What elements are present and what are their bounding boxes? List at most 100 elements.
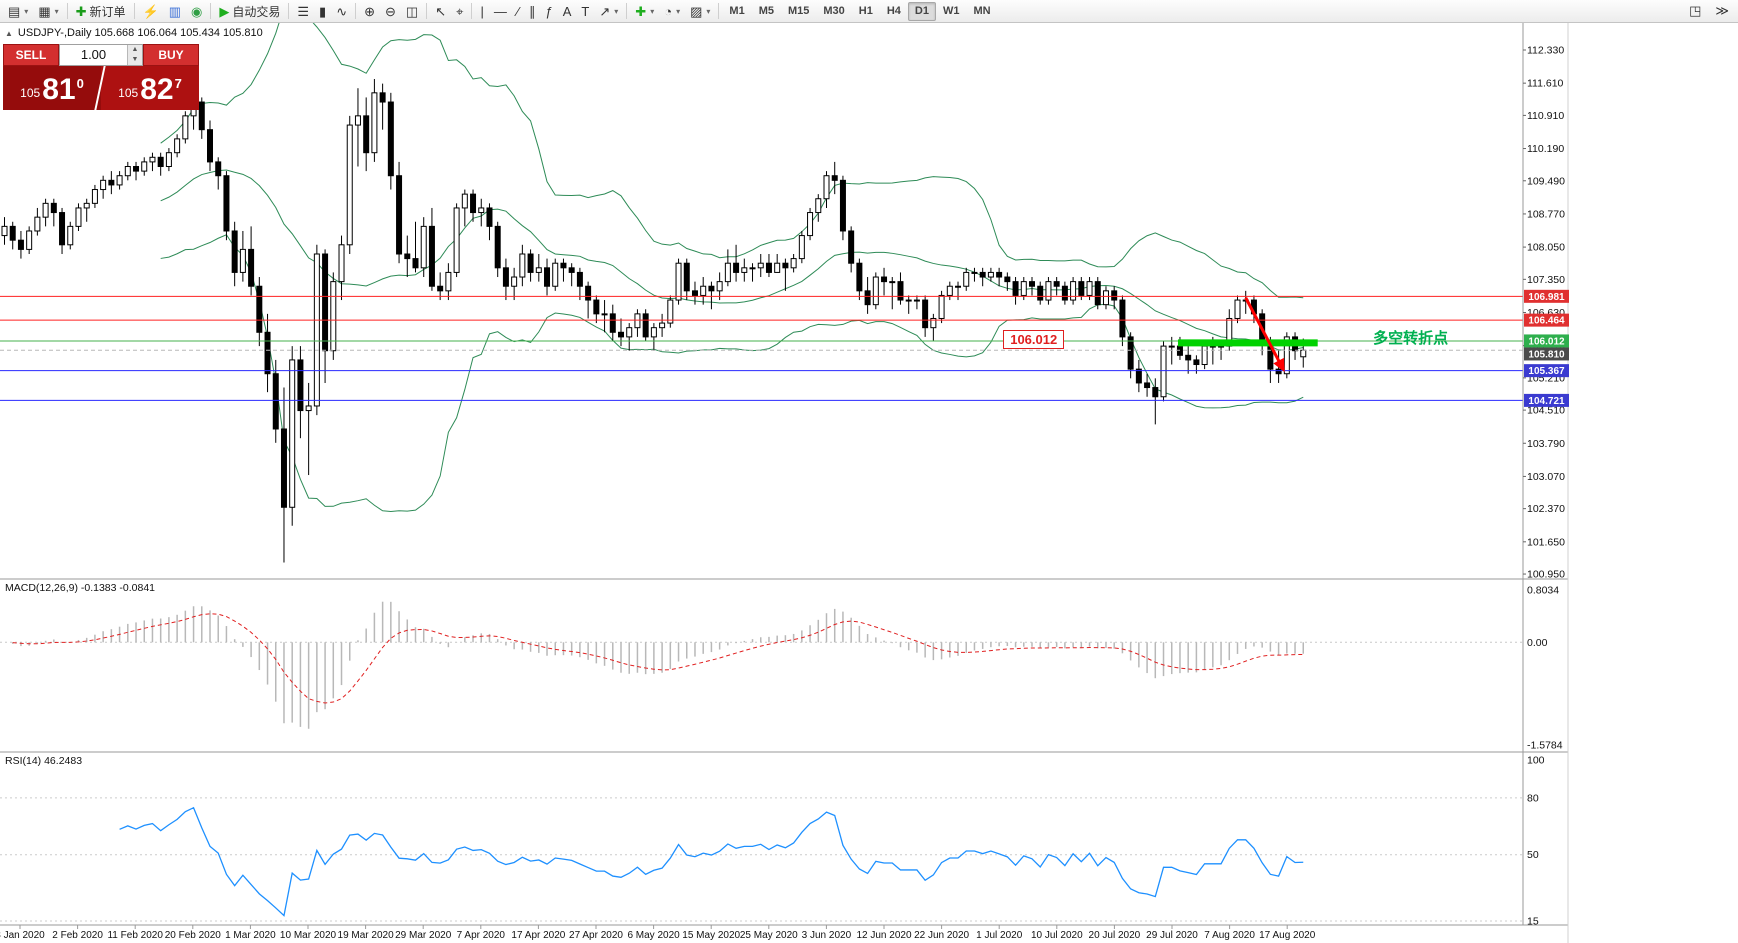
new-order-button[interactable]: ✚ 新订单 xyxy=(71,2,131,21)
autotrading-button[interactable]: ▶ 自动交易 xyxy=(214,2,285,21)
ask-price-prefix: 105 xyxy=(118,86,139,100)
candle-body xyxy=(691,290,698,296)
text-button[interactable]: A xyxy=(558,2,577,21)
text-label-button[interactable]: T xyxy=(576,2,594,21)
candle-body xyxy=(157,156,164,168)
main-price-panel[interactable] xyxy=(0,7,1523,563)
toolbar-separator xyxy=(355,3,357,19)
date-tick-label: 29 Jul 2020 xyxy=(1146,930,1198,941)
macd-axis-label: 0.8034 xyxy=(1527,585,1559,597)
date-tick-label: 15 May 2020 xyxy=(682,930,740,941)
bollinger-middle-band xyxy=(160,169,1304,351)
candle-body xyxy=(741,267,748,273)
toolbar-overflow-button[interactable]: ≫ xyxy=(1710,1,1734,20)
zoom-in-button[interactable]: ⊕ xyxy=(359,2,380,21)
candle-body xyxy=(1127,336,1134,370)
trend-arrow-head[interactable] xyxy=(1273,357,1285,373)
timeframe-m15-button[interactable]: M15 xyxy=(781,2,816,21)
volume-stepper-up[interactable]: ▲ xyxy=(128,45,142,55)
timeframe-m5-button[interactable]: M5 xyxy=(752,2,781,21)
equidistant-channel-button[interactable]: ∥ xyxy=(524,2,541,21)
new-chart-button[interactable]: ▤ ▾ xyxy=(3,2,33,21)
horizontal-line-button[interactable]: — xyxy=(489,2,512,21)
candle-body xyxy=(207,129,213,163)
candle-body xyxy=(1185,354,1192,361)
timeframe-d1-button[interactable]: D1 xyxy=(907,1,936,21)
zoom-out-button[interactable]: ⊖ xyxy=(380,2,401,21)
chart-profiles-caret[interactable]: ▾ xyxy=(54,6,59,16)
sell-button[interactable]: SELL xyxy=(3,44,59,66)
candle-body xyxy=(305,405,312,412)
fibonacci-retracement-button[interactable]: ƒ xyxy=(541,2,558,21)
date-tick-label: 3 Jan 2020 xyxy=(0,930,45,941)
timeframe-m30-button[interactable]: M30 xyxy=(816,2,851,21)
crosshair-button[interactable]: ⌖ xyxy=(451,2,468,21)
candle-body xyxy=(461,193,468,209)
rsi-axis-label: 80 xyxy=(1527,792,1539,804)
periodicity-button[interactable]: ◔ ▾ xyxy=(659,2,685,21)
candle-body xyxy=(708,285,715,292)
bid-price-sup: 0 xyxy=(76,76,84,91)
ask-price[interactable]: 105 82 7 xyxy=(101,66,199,110)
chart-profiles-button[interactable]: ▦ ▾ xyxy=(33,2,63,21)
timeframe-m1-button[interactable]: M1 xyxy=(722,2,751,21)
data-window-button[interactable]: ▥ xyxy=(164,2,186,21)
line-chart-button[interactable]: ∿ xyxy=(331,2,352,21)
price-level-annotation[interactable]: 106.012 xyxy=(1003,330,1065,350)
timeframe-m15-label: M15 xyxy=(787,5,810,17)
candle-body xyxy=(930,317,937,329)
cursor-button[interactable]: ↖ xyxy=(430,2,451,21)
bid-price-prefix: 105 xyxy=(20,86,41,100)
timeframe-h4-button[interactable]: H4 xyxy=(880,2,908,21)
arrow-objects-button[interactable]: ↗ ▾ xyxy=(594,2,623,21)
one-click-collapse-icon[interactable]: ▲ xyxy=(5,28,13,38)
volume-input[interactable]: 1.00 xyxy=(80,47,107,62)
navigator-button[interactable]: ◉ xyxy=(186,2,207,21)
candle-body xyxy=(91,189,98,204)
bar-chart-button[interactable]: ☰ xyxy=(292,2,314,21)
main-toolbar: ▤ ▾ ▦ ▾ ✚ 新订单 ⚡ ▥ ◉ ▶ 自动交易 ☰ ▮ ∿ ⊕ ⊖ ◫ ↖ ⌖ | — ∕ ∥ ƒ A T ↗ ▾ ✚ ▾ ◔ ▾ ▨ ▾ M… xyxy=(0,0,1738,23)
trend-arrow[interactable] xyxy=(1244,297,1284,368)
timeframe-w1-button[interactable]: W1 xyxy=(936,2,967,21)
support-zone-bar[interactable] xyxy=(1177,339,1318,347)
toolbar-separator xyxy=(718,3,720,19)
trendline-button[interactable]: ∕ xyxy=(512,2,524,21)
timeframe-mn-button[interactable]: MN xyxy=(966,2,997,21)
dock-indicator-button[interactable]: ◳ xyxy=(1684,1,1706,20)
chart-profiles-icon: ▦ xyxy=(38,3,51,19)
templates-button[interactable]: ▨ ▾ xyxy=(685,2,715,21)
timeframe-h1-button[interactable]: H1 xyxy=(852,2,880,21)
price-tick-label: 100.950 xyxy=(1527,569,1565,581)
one-click-trading-panel: SELL 1.00 ▲ ▼ BUY 105 81 0 105 82 7 xyxy=(3,44,199,110)
candle-body xyxy=(354,115,361,126)
price-marker-label: 106.464 xyxy=(1528,316,1565,327)
candle-body xyxy=(815,198,822,214)
volume-stepper-down[interactable]: ▼ xyxy=(128,55,142,65)
candlestick-chart-button[interactable]: ▮ xyxy=(314,2,331,21)
rsi-axis-label: 15 xyxy=(1527,915,1539,927)
candle-body xyxy=(872,276,879,306)
indicators-button[interactable]: ✚ ▾ xyxy=(630,2,659,21)
vertical-line-button[interactable]: | xyxy=(475,2,488,21)
periodicity-caret[interactable]: ▾ xyxy=(676,6,681,16)
market-watch-button[interactable]: ⚡ xyxy=(138,2,164,21)
turning-point-annotation[interactable]: 多空转折点 xyxy=(1373,329,1449,347)
candle-body xyxy=(856,262,863,292)
candle-body xyxy=(428,225,435,287)
candle-body xyxy=(905,299,912,302)
arrow-objects-caret[interactable]: ▾ xyxy=(614,6,619,16)
date-tick-label: 20 Jul 2020 xyxy=(1089,930,1141,941)
candle-body xyxy=(1300,349,1307,358)
indicators-caret[interactable]: ▾ xyxy=(650,6,655,16)
candle-body xyxy=(864,290,871,306)
candle-body xyxy=(1168,345,1175,348)
bid-price[interactable]: 105 81 0 xyxy=(3,66,101,110)
templates-caret[interactable]: ▾ xyxy=(706,6,711,16)
new-chart-caret[interactable]: ▾ xyxy=(24,6,29,16)
candle-body xyxy=(807,212,814,237)
toolbar-separator xyxy=(133,3,135,19)
candle-body xyxy=(1061,285,1068,301)
tile-windows-button[interactable]: ◫ xyxy=(401,2,423,21)
buy-button[interactable]: BUY xyxy=(143,44,199,66)
